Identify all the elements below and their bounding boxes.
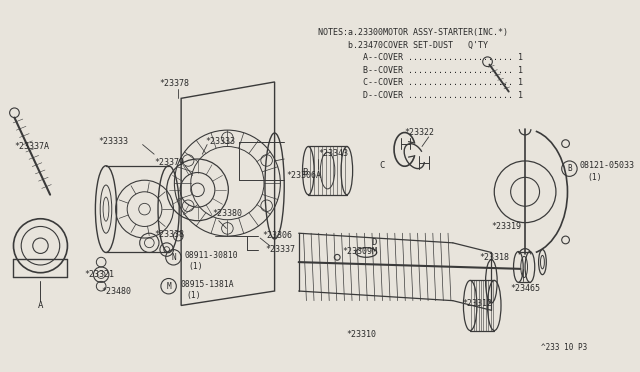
Text: D: D [371,238,376,247]
Text: C--COVER ..................... 1: C--COVER ..................... 1 [318,78,523,87]
Text: A--COVER ..................... 1: A--COVER ..................... 1 [318,53,523,62]
Text: *23318: *23318 [480,253,510,262]
Text: *23306: *23306 [262,231,292,240]
Text: *23321: *23321 [84,270,115,279]
Text: *23309M: *23309M [342,247,377,256]
Text: B: B [302,168,307,177]
Text: *23319: *23319 [492,222,522,231]
Text: *23306A: *23306A [286,171,321,180]
Text: 08121-05033: 08121-05033 [579,161,634,170]
Text: *23480: *23480 [101,286,131,295]
Text: B--COVER ..................... 1: B--COVER ..................... 1 [318,65,523,74]
Text: b.23470COVER SET-DUST   Q'TY: b.23470COVER SET-DUST Q'TY [318,41,488,49]
Text: M: M [166,282,171,291]
Text: *23337: *23337 [265,245,295,254]
Text: *23343: *23343 [318,149,348,158]
Text: *23380: *23380 [212,209,242,218]
Text: NOTES:a.23300MOTOR ASSY-STARTER(INC.*): NOTES:a.23300MOTOR ASSY-STARTER(INC.*) [318,28,508,37]
Text: A: A [38,301,43,310]
Text: *23333: *23333 [99,137,128,146]
Text: *23465: *23465 [511,283,541,293]
Text: 08915-1381A: 08915-1381A [180,280,234,289]
Text: *23310: *23310 [347,330,377,339]
Text: D--COVER ..................... 1: D--COVER ..................... 1 [318,91,523,100]
Text: (1): (1) [189,262,204,272]
Text: ^233 10 P3: ^233 10 P3 [541,343,588,352]
Text: (1): (1) [186,291,200,300]
Text: *23322: *23322 [404,128,435,137]
Text: *23338: *23338 [154,230,184,239]
Text: *23333: *23333 [205,137,236,146]
Text: C: C [380,161,385,170]
Text: *23312: *23312 [463,299,492,308]
Text: *23379: *23379 [154,158,184,167]
Text: (1): (1) [588,173,602,182]
Text: *23378: *23378 [159,79,189,89]
Text: *23337A: *23337A [15,142,49,151]
Text: B: B [567,164,572,173]
Text: N: N [171,253,176,262]
Text: 08911-30810: 08911-30810 [185,251,239,260]
